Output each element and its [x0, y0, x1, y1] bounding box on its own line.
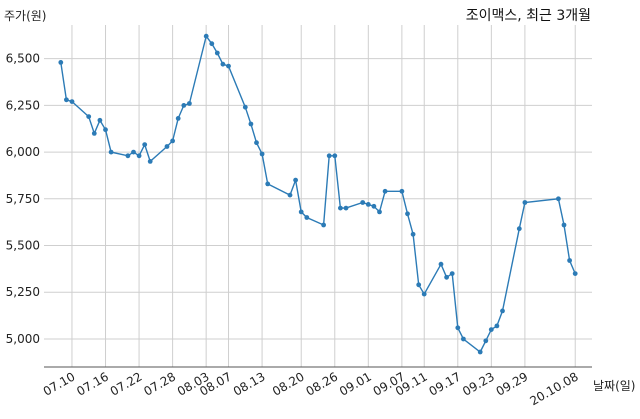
data-point: [97, 117, 103, 123]
data-point: [209, 41, 215, 47]
chart-title: 조이맥스, 최근 3개월: [466, 8, 591, 24]
data-point: [326, 153, 332, 159]
x-axis-title: 날짜(일): [593, 379, 635, 393]
x-tick-label: 09.29: [494, 369, 531, 398]
data-point: [86, 114, 92, 119]
data-point: [410, 231, 416, 237]
data-point: [444, 274, 449, 280]
data-point: [500, 308, 505, 314]
data-point: [382, 188, 388, 194]
data-point: [69, 99, 75, 104]
x-tick-label: 07.10: [41, 369, 78, 398]
y-tick-label: 5,750: [6, 192, 40, 206]
y-tick-label: 6,500: [6, 52, 40, 66]
data-point: [567, 258, 572, 263]
data-point: [399, 188, 405, 194]
y-tick-labels: 5,000 5,250 5,500 5,750 6,000 6,250 6,500: [6, 52, 40, 346]
data-point: [365, 202, 371, 207]
data-point: [131, 149, 136, 155]
data-point: [58, 60, 64, 65]
x-tick-label: 08.20: [270, 369, 307, 398]
data-point: [304, 215, 310, 220]
data-point: [556, 196, 561, 202]
data-point: [488, 327, 494, 332]
data-point: [416, 282, 422, 288]
data-point: [170, 138, 176, 144]
data-point: [203, 33, 209, 39]
data-point: [321, 222, 326, 228]
data-point: [142, 142, 148, 148]
x-tick-label: 07.22: [108, 369, 145, 398]
x-tick-label: 20.10.08: [527, 369, 580, 408]
data-point: [254, 140, 259, 146]
x-tick-label: 08.26: [304, 369, 341, 398]
data-point: [136, 153, 142, 159]
data-point: [377, 209, 382, 215]
data-point: [483, 338, 489, 344]
data-point: [360, 200, 366, 205]
data-point: [214, 50, 220, 56]
data-point: [332, 153, 338, 159]
price-series-line: [60, 34, 576, 354]
data-point: [265, 181, 271, 187]
data-point: [108, 149, 114, 155]
data-point: [125, 153, 131, 159]
data-point: [461, 336, 466, 342]
y-tick-label: 6,000: [6, 145, 40, 159]
data-point: [64, 97, 69, 103]
y-axis-title: 주가(원): [4, 9, 46, 23]
data-point: [405, 211, 410, 217]
data-point: [187, 101, 192, 106]
data-point: [449, 271, 455, 276]
data-point: [248, 121, 254, 127]
data-point: [371, 203, 377, 209]
data-point: [259, 151, 265, 157]
data-point: [298, 209, 304, 215]
grid-lines: [44, 25, 592, 367]
data-point: [516, 226, 522, 232]
data-point: [293, 177, 298, 183]
y-tick-label: 6,250: [6, 98, 40, 112]
y-tick-label: 5,000: [6, 332, 40, 346]
data-point: [103, 127, 108, 133]
y-tick-label: 5,250: [6, 285, 40, 299]
data-point: [175, 116, 181, 121]
data-point: [338, 205, 343, 211]
data-point: [455, 325, 461, 331]
data-point: [220, 61, 226, 67]
x-tick-label: 09.17: [427, 369, 464, 398]
x-tick-label: 07.28: [141, 369, 178, 398]
data-point: [494, 323, 500, 329]
data-point: [477, 349, 483, 355]
data-point: [147, 159, 153, 164]
x-tick-label: 07.16: [74, 369, 111, 398]
data-point: [242, 104, 248, 110]
data-point: [91, 131, 97, 136]
data-point: [164, 144, 170, 149]
x-tick-label: 09.23: [460, 369, 497, 398]
data-point: [343, 205, 349, 211]
data-point: [226, 63, 231, 69]
data-point: [522, 200, 528, 205]
data-point: [572, 271, 578, 276]
data-point: [421, 291, 427, 297]
price-data-points: [58, 33, 578, 355]
x-tick-label: 09.01: [337, 369, 374, 398]
data-point: [561, 222, 567, 228]
y-tick-label: 5,500: [6, 239, 40, 253]
data-point: [438, 261, 444, 267]
data-point: [181, 103, 187, 108]
x-tick-label: 08.13: [231, 369, 268, 398]
data-point: [287, 192, 293, 198]
